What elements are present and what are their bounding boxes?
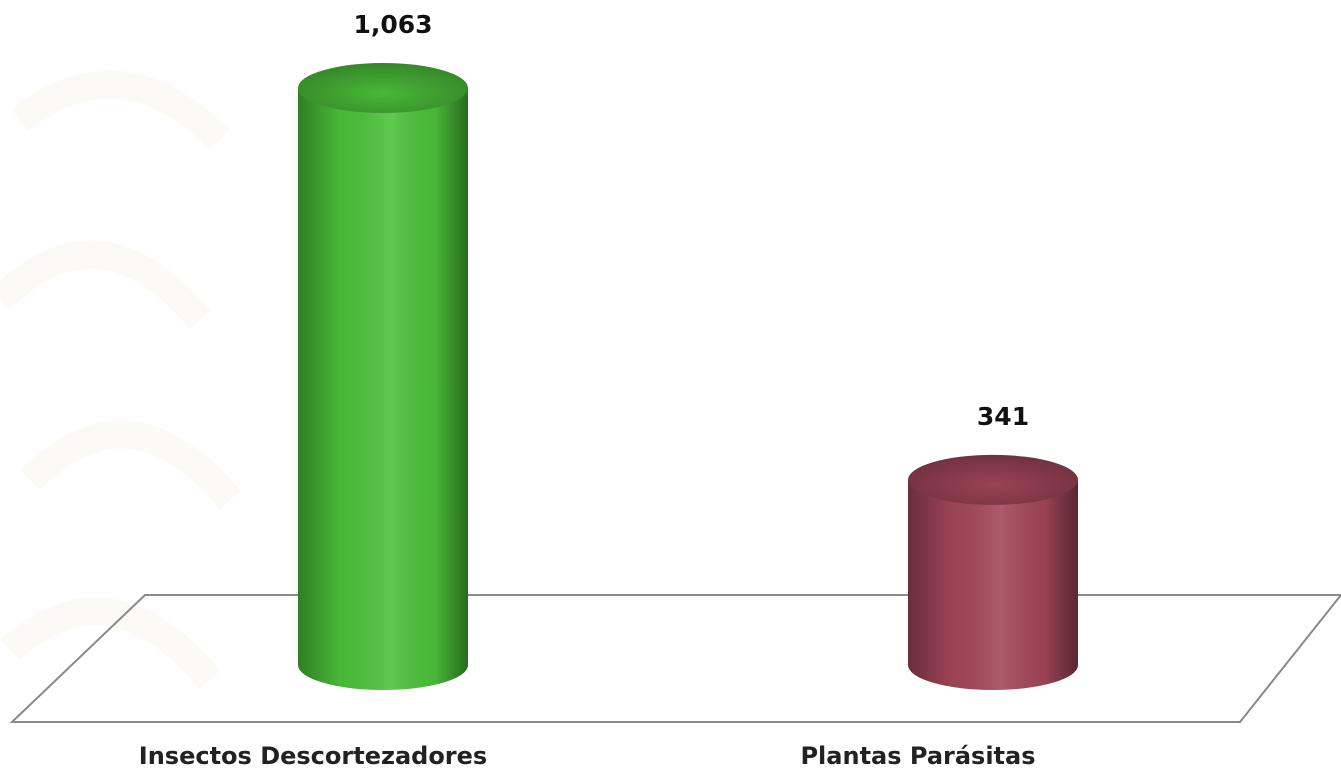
cylinder (298, 63, 468, 690)
value-label: 341 (977, 402, 1029, 431)
cylinder-body-shade (298, 88, 468, 665)
cylinder-body-shade (908, 479, 1078, 665)
cylinder-top-shade (298, 63, 468, 113)
cylinder-top-shade (908, 454, 1078, 505)
background-pattern (0, 70, 241, 690)
cylinder (908, 454, 1078, 690)
x-tick-label: Plantas Parásitas (800, 742, 1035, 770)
floor (9, 594, 1341, 723)
value-label: 1,063 (353, 10, 432, 39)
x-tick-label: Insectos Descortezadores (139, 742, 487, 770)
